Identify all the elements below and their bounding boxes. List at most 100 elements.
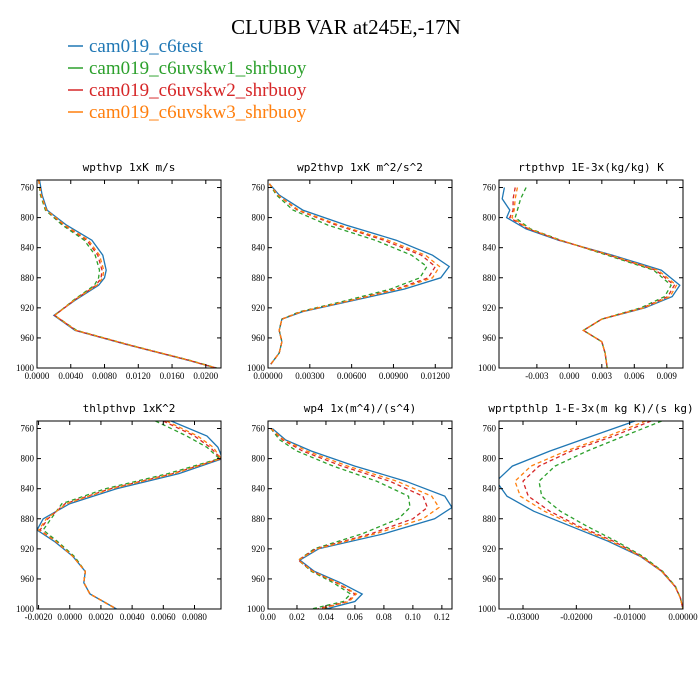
y-tick-label: 960 — [21, 333, 35, 343]
series-line — [38, 180, 217, 368]
y-tick-label: 760 — [21, 183, 35, 193]
y-tick-label: 960 — [483, 574, 497, 584]
series-line — [522, 421, 683, 609]
y-tick-label: 1000 — [247, 363, 266, 373]
series-line — [268, 183, 441, 365]
panel-title: wprtpthlp 1-E-3x(m kg K)/(s kg) — [488, 402, 693, 415]
x-tick-label: 0.0060 — [151, 612, 176, 622]
y-tick-label: 960 — [483, 333, 497, 343]
y-tick-label: 760 — [21, 424, 35, 434]
x-tick-label: 0.08 — [376, 612, 392, 622]
y-tick-label: 840 — [483, 243, 497, 253]
y-tick-label: 800 — [483, 213, 497, 223]
chart-panel: thlpthvp 1xK^2 760 800 840 880 920 960 1000-0.0… — [16, 402, 222, 622]
panel-title: wp4 1x(m^4)/(s^4) — [304, 402, 417, 415]
x-tick-label: 0.04 — [318, 612, 334, 622]
series-line — [501, 187, 681, 368]
y-tick-label: 920 — [252, 544, 266, 554]
y-tick-label: 800 — [252, 454, 266, 464]
x-tick-label: 0.0080 — [182, 612, 207, 622]
x-tick-label: 0.006 — [624, 371, 645, 381]
chart-panel: wp4 1x(m^4)/(s^4)76080084088092096010000… — [247, 402, 453, 622]
series-line — [270, 428, 440, 609]
x-tick-label: 0.000 — [559, 371, 580, 381]
series-line — [270, 428, 429, 609]
y-tick-label: 1000 — [16, 363, 35, 373]
y-tick-label: 800 — [252, 213, 266, 223]
legend-label: cam019_c6uvskw1_shrbuoy — [89, 58, 307, 79]
chart-panel: wpthvp 1xK m/s76080084088092096010000.00… — [16, 161, 222, 381]
y-tick-label: 920 — [252, 303, 266, 313]
y-tick-label: 1000 — [16, 604, 35, 614]
series-line — [270, 428, 411, 609]
series-line — [511, 187, 678, 368]
plot-frame — [36, 420, 222, 610]
y-tick-label: 840 — [252, 243, 266, 253]
x-tick-label: 0.0120 — [126, 371, 151, 381]
x-tick-label: 0.00 — [260, 612, 276, 622]
series-line — [271, 428, 452, 609]
series-line — [268, 183, 428, 365]
series-line — [38, 180, 217, 368]
figure-title: CLUBB VAR at245E,-17N — [231, 15, 461, 39]
panel-title: wp2thvp 1xK m^2/s^2 — [297, 161, 423, 174]
chart-panel: wp2thvp 1xK m^2/s^2 760 800 840 880 920 960 100… — [247, 161, 453, 381]
x-tick-label: 0.00900 — [379, 371, 409, 381]
plot-frame — [36, 179, 222, 369]
panel-title: wpthvp 1xK m/s — [83, 161, 176, 174]
y-tick-label: 880 — [252, 514, 266, 524]
x-tick-label: 0.0160 — [160, 371, 185, 381]
x-tick-label: 0.0020 — [89, 612, 114, 622]
series-line — [38, 180, 217, 368]
x-tick-label: 0.0040 — [58, 371, 83, 381]
series-line — [42, 421, 221, 609]
plot-frame — [267, 420, 453, 610]
x-tick-label: -0.03000 — [507, 612, 540, 622]
chart-panel: wprtpthlp 1-E-3x(m kg K)/(s kg) 760 800 840… — [478, 402, 698, 622]
plot-frame — [498, 179, 684, 369]
series-line — [37, 421, 221, 609]
plot-frame — [498, 420, 684, 610]
y-tick-label: 920 — [483, 544, 497, 554]
series-line — [39, 421, 221, 609]
y-tick-label: 840 — [252, 484, 266, 494]
y-tick-label: 760 — [252, 183, 266, 193]
y-tick-label: 920 — [21, 303, 35, 313]
y-tick-label: 960 — [21, 574, 35, 584]
y-tick-label: 1000 — [478, 363, 497, 373]
x-tick-label: 0.10 — [405, 612, 421, 622]
x-tick-label: 0.0000 — [57, 612, 82, 622]
series-line — [37, 421, 221, 609]
x-tick-label: 0.02 — [289, 612, 305, 622]
y-tick-label: 760 — [483, 424, 497, 434]
series-line — [514, 421, 683, 609]
y-tick-label: 880 — [483, 273, 497, 283]
y-tick-label: 1000 — [247, 604, 266, 614]
x-tick-label: -0.003 — [525, 371, 549, 381]
y-tick-label: 800 — [483, 454, 497, 464]
y-tick-label: 880 — [21, 514, 35, 524]
y-tick-label: 840 — [483, 484, 497, 494]
y-tick-label: 880 — [21, 273, 35, 283]
plot-frame — [267, 179, 453, 369]
x-tick-label: 0.00000 — [668, 612, 698, 622]
y-tick-label: 840 — [21, 243, 35, 253]
series-line — [508, 187, 676, 368]
y-tick-label: 920 — [21, 544, 35, 554]
x-tick-label: 0.00300 — [295, 371, 325, 381]
x-tick-label: 0.0000 — [25, 371, 50, 381]
y-tick-label: 800 — [21, 213, 35, 223]
y-tick-label: 1000 — [478, 604, 497, 614]
y-tick-label: 760 — [252, 424, 266, 434]
series-line — [38, 180, 217, 368]
x-tick-label: 0.003 — [592, 371, 613, 381]
series-line — [514, 187, 672, 368]
x-tick-label: 0.01200 — [421, 371, 451, 381]
series-line — [538, 421, 683, 609]
y-tick-label: 800 — [21, 454, 35, 464]
legend-label: cam019_c6uvskw2_shrbuoy — [89, 80, 307, 101]
legend-label: cam019_c6test — [89, 36, 204, 57]
x-tick-label: 0.009 — [657, 371, 678, 381]
panel-title: thlpthvp 1xK^2 — [83, 402, 176, 415]
y-tick-label: 880 — [483, 514, 497, 524]
